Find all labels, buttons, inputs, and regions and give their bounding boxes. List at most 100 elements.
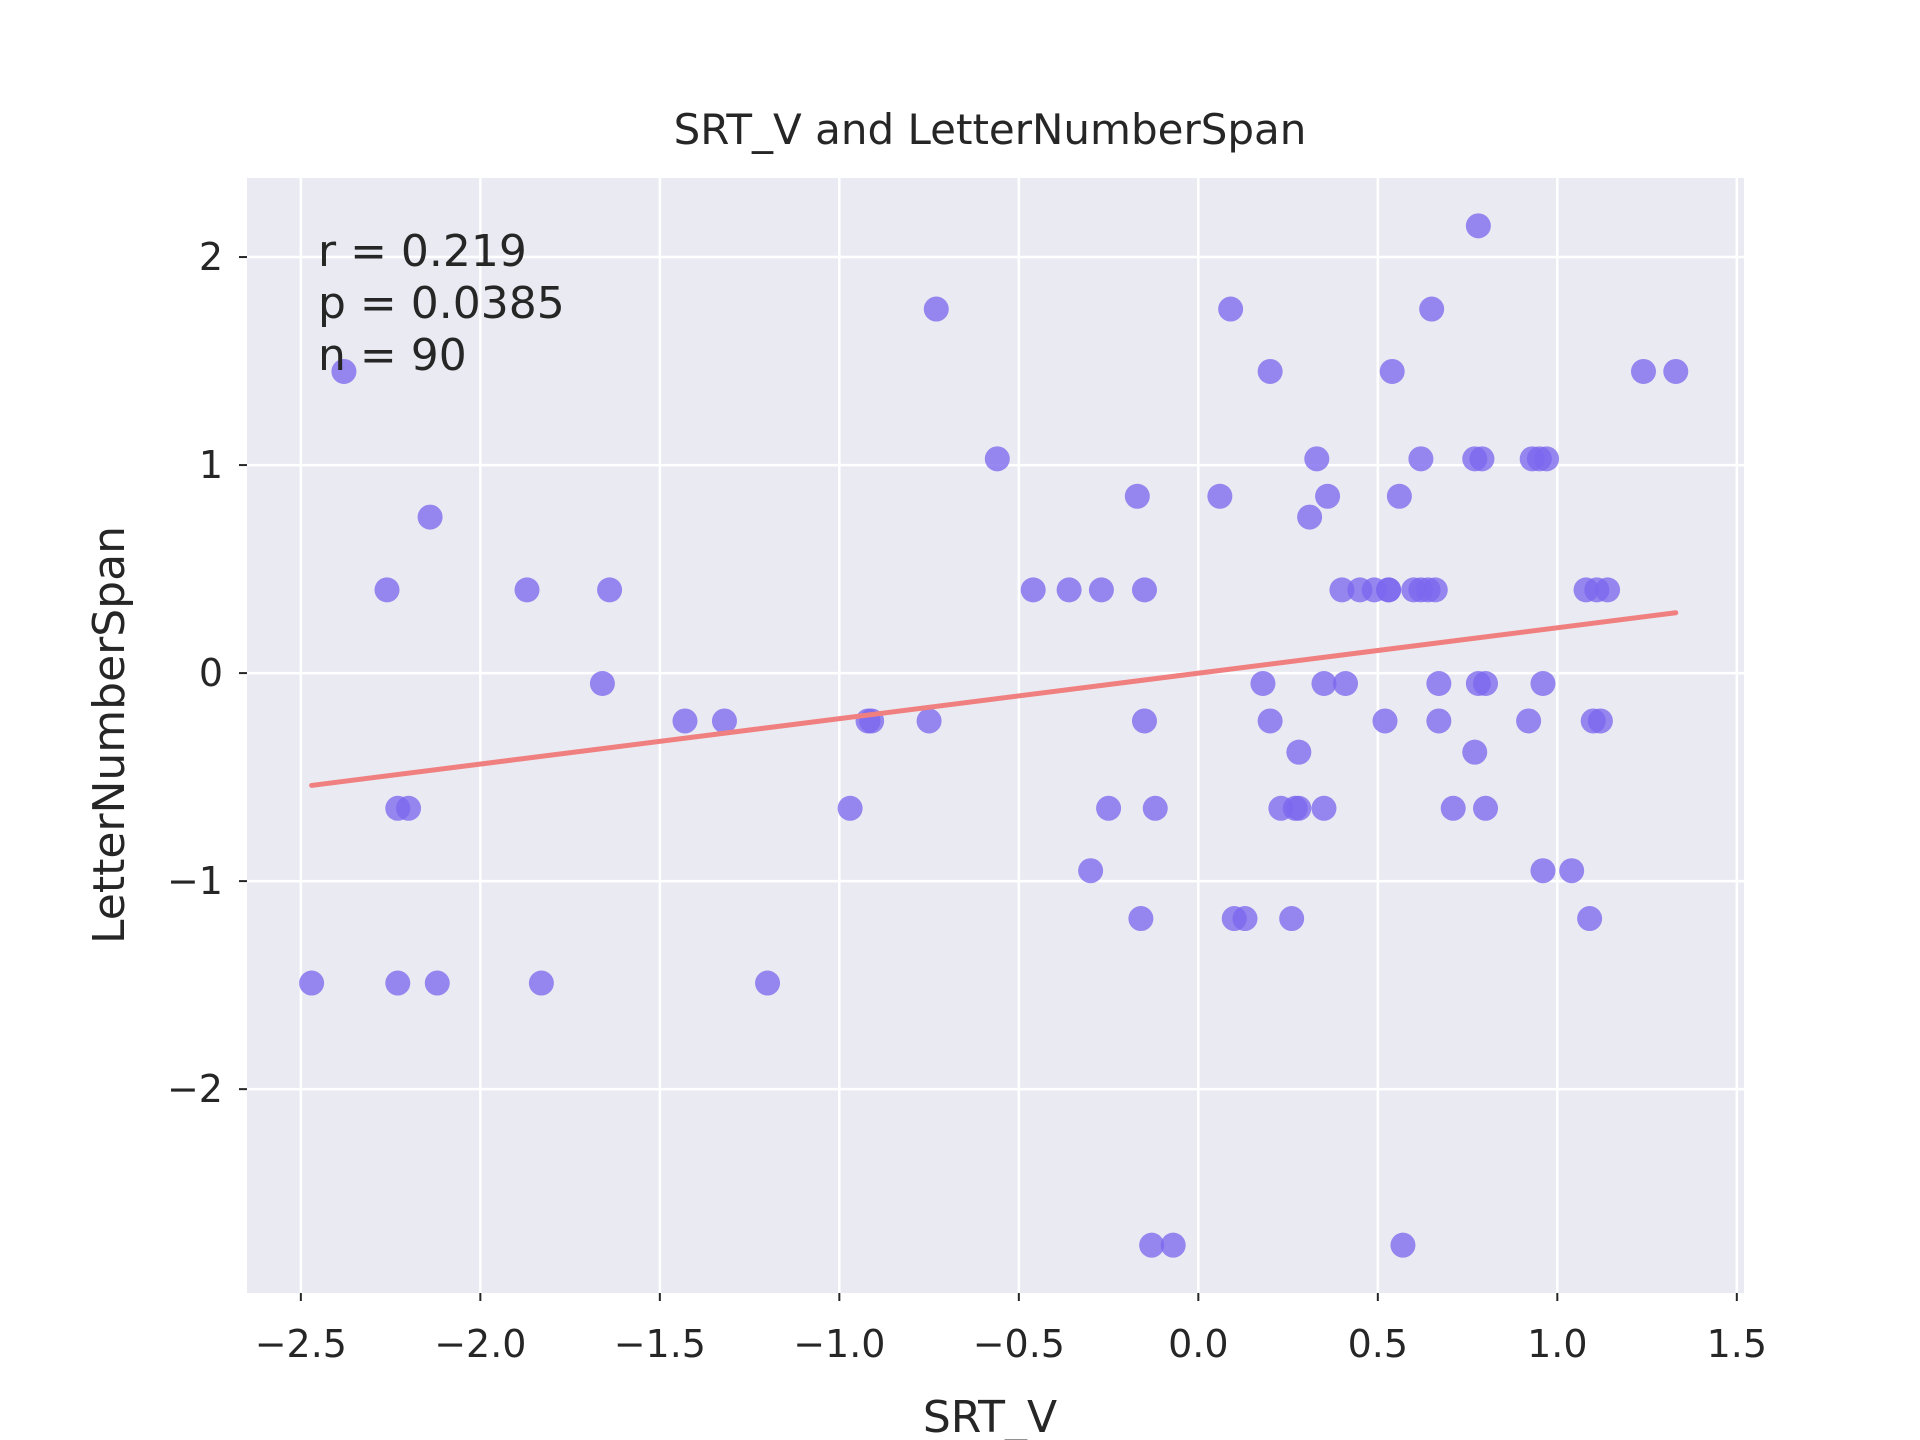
data-point <box>1096 795 1122 821</box>
data-point <box>1257 358 1283 384</box>
data-point <box>1372 708 1398 734</box>
data-point <box>1663 358 1689 384</box>
data-point <box>711 708 737 734</box>
data-point <box>1131 708 1157 734</box>
x-tick-label: −2.0 <box>434 1322 526 1366</box>
data-point <box>984 446 1010 472</box>
data-point <box>1286 795 1312 821</box>
data-point <box>1218 296 1244 322</box>
data-point <box>1139 1232 1165 1258</box>
data-point <box>837 795 863 821</box>
data-point <box>528 970 554 996</box>
data-point <box>1419 296 1445 322</box>
x-tick-label: 0.5 <box>1348 1322 1408 1366</box>
data-point <box>755 970 781 996</box>
data-point <box>1408 446 1434 472</box>
data-point <box>923 296 949 322</box>
x-tick-label: 0.0 <box>1168 1322 1228 1366</box>
x-tick-label: 1.0 <box>1527 1322 1587 1366</box>
data-point <box>1329 577 1355 603</box>
y-axis-label: LetterNumberSpan <box>84 526 135 944</box>
annotation-p: p = 0.0385 <box>318 278 565 329</box>
data-point <box>1297 504 1323 530</box>
data-point <box>1078 858 1104 884</box>
data-point <box>1559 858 1585 884</box>
data-point <box>1286 739 1312 765</box>
x-tick-labels: −2.5 −2.0 −1.5 −1.0 −0.5 0.0 0.5 1.0 1.5 <box>255 1322 1767 1366</box>
y-tick-label: 0 <box>199 651 223 695</box>
data-point <box>1473 670 1499 696</box>
x-tick-label: −2.5 <box>255 1322 347 1366</box>
data-point <box>1128 906 1154 932</box>
chart-title: SRT_V and LetterNumberSpan <box>674 105 1307 154</box>
data-point <box>672 708 698 734</box>
data-point <box>1311 795 1337 821</box>
data-point <box>385 970 411 996</box>
data-points <box>299 213 1689 1258</box>
data-point <box>1379 358 1405 384</box>
y-tick-label: −1 <box>167 859 223 903</box>
data-point <box>417 504 443 530</box>
annotation-n: n = 90 <box>318 330 467 381</box>
data-point <box>1530 858 1556 884</box>
y-tick-label: 2 <box>199 235 223 279</box>
data-point <box>1630 358 1656 384</box>
x-tick-label: −1.5 <box>614 1322 706 1366</box>
data-point <box>1088 577 1114 603</box>
data-point <box>1250 670 1276 696</box>
data-point <box>1376 577 1402 603</box>
data-point <box>1333 670 1359 696</box>
x-tick-label: 1.5 <box>1707 1322 1767 1366</box>
data-point <box>1257 708 1283 734</box>
y-tick-labels: −2 −1 0 1 2 <box>167 235 223 1111</box>
data-point <box>424 970 450 996</box>
data-point <box>1587 708 1613 734</box>
data-point <box>1469 446 1495 472</box>
data-point <box>331 358 357 384</box>
data-point <box>1390 1232 1416 1258</box>
data-point <box>1516 708 1542 734</box>
data-point <box>1131 577 1157 603</box>
data-point <box>1311 670 1337 696</box>
data-point <box>1440 795 1466 821</box>
data-point <box>1422 577 1448 603</box>
x-axis-label: SRT_V <box>923 1392 1057 1440</box>
regression-line <box>309 610 1679 788</box>
data-point <box>1207 483 1233 509</box>
data-point <box>916 708 942 734</box>
y-tick-label: −2 <box>167 1067 223 1111</box>
data-point <box>1056 577 1082 603</box>
data-point <box>1462 739 1488 765</box>
y-tick-label: 1 <box>199 443 223 487</box>
data-point <box>1595 577 1621 603</box>
data-point <box>1304 446 1330 472</box>
data-point <box>589 670 615 696</box>
data-point <box>374 577 400 603</box>
data-point <box>1279 906 1305 932</box>
regression-line-group <box>309 610 1679 788</box>
data-point <box>1315 483 1341 509</box>
data-point <box>1386 483 1412 509</box>
data-point <box>1465 213 1491 239</box>
data-point <box>1426 708 1452 734</box>
data-point <box>597 577 623 603</box>
data-point <box>1530 670 1556 696</box>
x-tick-label: −1.0 <box>793 1322 885 1366</box>
data-point <box>1473 795 1499 821</box>
data-point <box>1160 1232 1186 1258</box>
data-point <box>1020 577 1046 603</box>
plot-area <box>247 178 1744 1293</box>
data-point <box>1124 483 1150 509</box>
data-point <box>299 970 325 996</box>
data-point <box>396 795 422 821</box>
data-point <box>1577 906 1603 932</box>
x-tick-label: −0.5 <box>973 1322 1065 1366</box>
data-point <box>1534 446 1560 472</box>
data-point <box>1142 795 1168 821</box>
data-point <box>1232 906 1258 932</box>
data-point <box>514 577 540 603</box>
annotation-r: r = 0.219 <box>318 226 527 277</box>
data-point <box>1426 670 1452 696</box>
stats-annotation: r = 0.219 p = 0.0385 n = 90 <box>318 226 565 381</box>
